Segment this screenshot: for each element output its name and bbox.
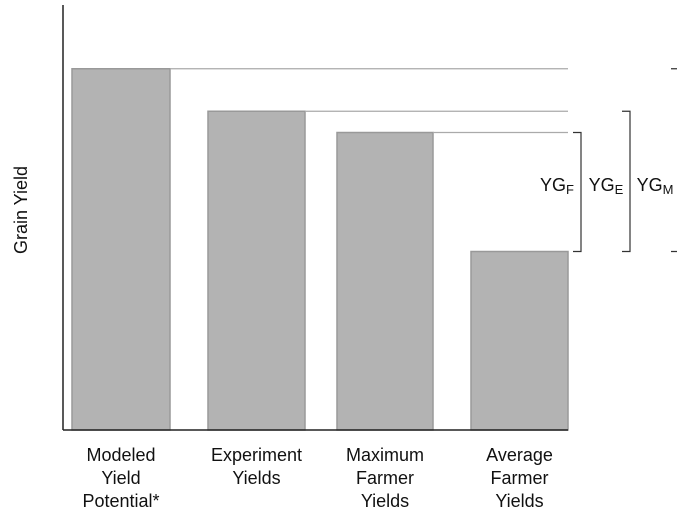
gap-label: YGE <box>589 175 624 198</box>
bar <box>207 110 306 431</box>
gap-label: YGF <box>540 175 574 198</box>
gap-label-subscript: M <box>663 182 674 197</box>
gap-label-text: YG <box>540 175 566 195</box>
gap-bracket <box>671 68 677 253</box>
y-axis-label: Grain Yield <box>11 166 31 254</box>
x-tick-label: Modeled Yield Potential* <box>82 445 160 511</box>
x-tick-label: Maximum Farmer Yields <box>345 445 424 511</box>
bar <box>470 250 569 431</box>
gap-label-subscript: E <box>615 182 624 197</box>
gap-label: YGM <box>637 175 674 198</box>
bar <box>71 68 171 431</box>
gap-label-text: YG <box>637 175 663 195</box>
gap-label-subscript: F <box>566 182 574 197</box>
gap-label-text: YG <box>589 175 615 195</box>
gap-bracket <box>622 110 631 253</box>
bar <box>336 131 434 431</box>
gap-bracket <box>573 131 582 253</box>
x-tick-label: Average Farmer Yields <box>486 445 553 511</box>
x-tick-label: Experiment Yields <box>210 445 303 488</box>
